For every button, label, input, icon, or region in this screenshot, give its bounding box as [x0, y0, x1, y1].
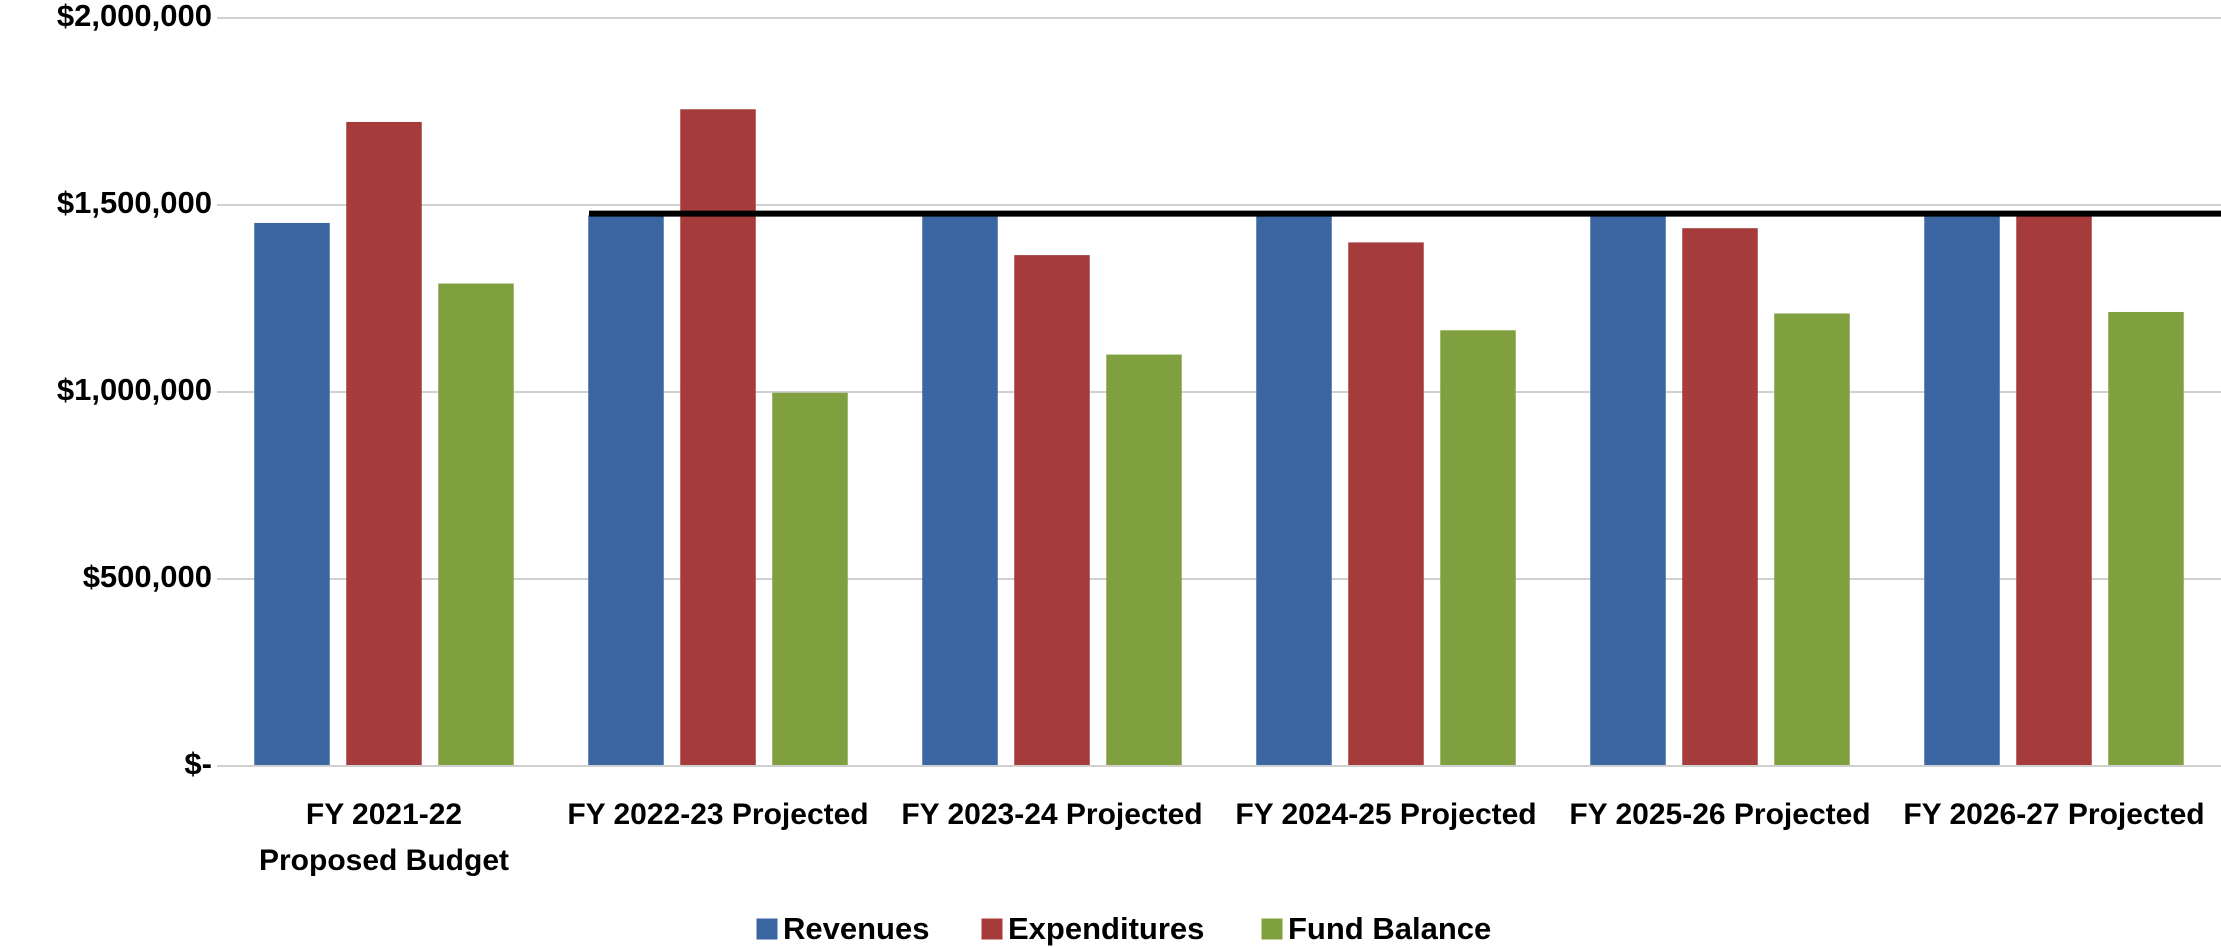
bar	[772, 392, 848, 767]
y-tick-label: $2,000,000	[57, 0, 212, 33]
legend-swatch	[756, 918, 778, 940]
x-tick-label: FY 2025-26 Projected	[1569, 798, 1871, 831]
bar	[438, 283, 514, 767]
bar	[1774, 313, 1850, 767]
bar	[1440, 330, 1516, 767]
legend-swatch	[981, 918, 1003, 940]
bar	[254, 222, 330, 767]
legend-swatch	[1261, 918, 1283, 940]
bar	[1106, 354, 1182, 767]
bar	[2108, 311, 2184, 767]
y-tick-label: $-	[184, 746, 212, 781]
bar	[2016, 215, 2092, 767]
legend-label: Revenues	[783, 911, 929, 946]
bar	[588, 215, 664, 767]
bar	[680, 109, 756, 767]
bar	[1924, 212, 2000, 767]
bar	[1590, 212, 1666, 767]
x-tick-label: FY 2024-25 Projected	[1235, 798, 1537, 831]
bar	[1014, 255, 1090, 767]
y-tick-label: $500,000	[83, 559, 212, 594]
bar	[346, 121, 422, 767]
x-tick-label: FY 2023-24 Projected	[901, 798, 1203, 831]
bar	[1348, 242, 1424, 767]
legend-label: Fund Balance	[1288, 911, 1491, 946]
y-tick-label: $1,000,000	[57, 372, 212, 407]
y-tick-label: $1,500,000	[57, 185, 212, 220]
bar	[1256, 215, 1332, 767]
bar	[922, 215, 998, 767]
x-tick-label: FY 2026-27 Projected	[1903, 798, 2205, 831]
x-tick-label: FY 2022-23 Projected	[567, 798, 869, 831]
bar	[1682, 228, 1758, 767]
x-tick-label: FY 2021-22 Proposed Budget	[258, 798, 509, 877]
legend-label: Expenditures	[1008, 911, 1204, 946]
